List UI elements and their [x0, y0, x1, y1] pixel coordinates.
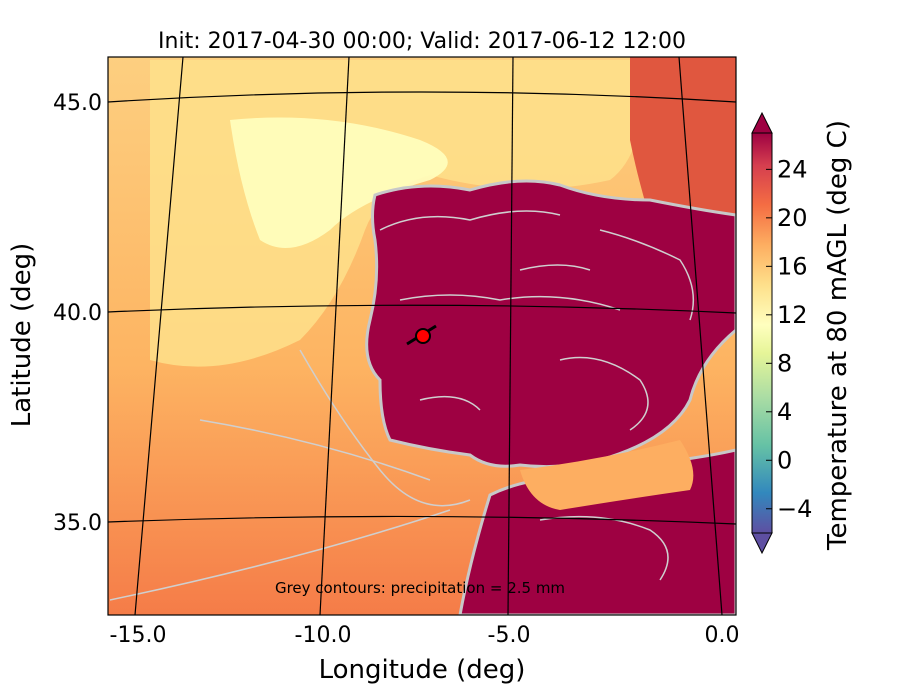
colorbar-tick-label: 20 [777, 204, 808, 232]
coolest-sea-region [230, 117, 448, 248]
ytick-label: 40.0 [53, 301, 102, 326]
location-marker [415, 328, 431, 344]
parallel-45 [108, 91, 736, 103]
graticule [108, 57, 736, 615]
map-panel: Grey contours: precipitation = 2.5 mm [108, 57, 736, 615]
xtick-label: 0.0 [705, 623, 740, 648]
colorbar-tick-label: 24 [777, 155, 808, 183]
colorbar-tick-label: 0 [777, 446, 792, 474]
x-axis-label: Longitude (deg) [319, 655, 526, 685]
colorbar-tick-label: 8 [777, 349, 792, 377]
colorbar-min-arrow [751, 532, 773, 555]
xtick-label: -5.0 [488, 623, 531, 648]
parallel-35 [108, 515, 736, 525]
y-ticks: 35.0 40.0 45.0 [53, 91, 102, 536]
map-frame [107, 56, 737, 616]
xtick-label: -15.0 [110, 623, 167, 648]
colorbar-bar [751, 132, 773, 534]
precip-annotation: Grey contours: precipitation = 2.5 mm [275, 579, 565, 597]
colorbar-tick-label: 16 [777, 252, 808, 280]
meridian-5w [507, 57, 514, 615]
colorbar-label: Temperature at 80 mAGL (deg C) [823, 120, 853, 551]
y-axis-label: Latitude (deg) [7, 243, 37, 428]
colorbar-tick-label: 12 [777, 301, 808, 329]
colorbar-tick-label: 4 [777, 398, 792, 426]
x-ticks: -15.0 -10.0 -5.0 0.0 [110, 623, 740, 648]
ytick-label: 45.0 [53, 91, 102, 116]
meridian-10w [319, 57, 350, 615]
colorbar-tick-label: −4 [777, 495, 812, 523]
precipitation-contours [109, 210, 695, 601]
colorbar-max-arrow [751, 111, 773, 134]
colorbar-ticks: −4 0 4 8 12 16 20 24 [766, 155, 812, 523]
meridian-15w [134, 57, 184, 615]
map-title: Init: 2017-04-30 00:00; Valid: 2017-06-1… [158, 29, 686, 54]
xtick-label: -10.0 [295, 623, 352, 648]
parallel-40 [108, 304, 736, 314]
alboran-sea [520, 440, 694, 510]
ytick-label: 35.0 [53, 511, 102, 536]
meridian-0 [678, 57, 723, 615]
colorbar: −4 0 4 8 12 16 20 24 Temperature at 80 mAGL (de… [751, 111, 853, 555]
